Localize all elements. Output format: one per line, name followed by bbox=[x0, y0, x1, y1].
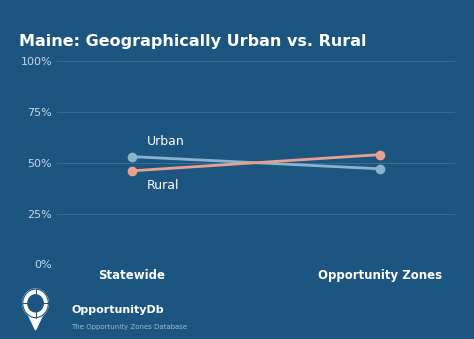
Polygon shape bbox=[28, 315, 43, 330]
Text: OpportunityDb: OpportunityDb bbox=[71, 305, 164, 315]
Text: Maine: Geographically Urban vs. Rural: Maine: Geographically Urban vs. Rural bbox=[19, 34, 366, 49]
Text: Rural: Rural bbox=[146, 179, 179, 192]
Circle shape bbox=[23, 289, 48, 318]
Text: The Opportunity Zones Database: The Opportunity Zones Database bbox=[71, 324, 187, 330]
Circle shape bbox=[28, 295, 43, 312]
Text: Urban: Urban bbox=[146, 136, 184, 148]
